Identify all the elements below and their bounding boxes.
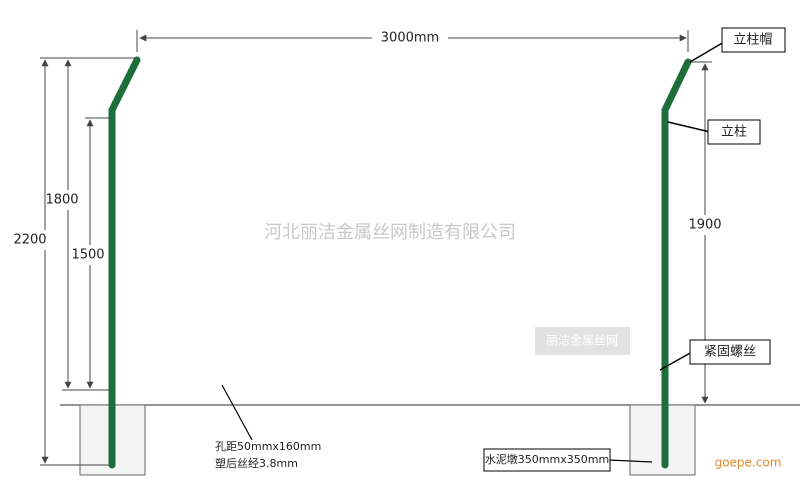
watermark: 丽洁金属丝网 [546, 333, 618, 348]
label-bg [74, 245, 104, 265]
callout-label: 塑后丝经3.8mm [215, 456, 298, 470]
label-bg [16, 230, 46, 250]
width-label: 3000mm [381, 31, 439, 46]
watermark-box [535, 327, 630, 355]
callout-label: 孔距50mmx160mm [215, 440, 321, 453]
callout-label: 紧固螺丝 [704, 345, 756, 360]
height-label: 1900 [688, 218, 721, 233]
callout-label: 立柱帽 [733, 32, 772, 48]
height-label: 1500 [71, 248, 104, 263]
ground [60, 404, 800, 476]
dimension-lines [40, 30, 712, 466]
callout-label: 立柱 [721, 125, 747, 140]
site-watermark: goepe.com [715, 456, 782, 470]
height-label: 2200 [13, 233, 46, 248]
callout-label: 水泥墩350mmx350mm [485, 452, 609, 466]
posts [108, 56, 692, 469]
label-bg [372, 28, 448, 48]
height-label: 1800 [45, 193, 78, 208]
watermark: 河北丽洁金属丝网制造有限公司 [264, 222, 516, 243]
label-bg [688, 215, 722, 235]
callouts [221, 27, 786, 472]
label-bg [48, 190, 78, 210]
